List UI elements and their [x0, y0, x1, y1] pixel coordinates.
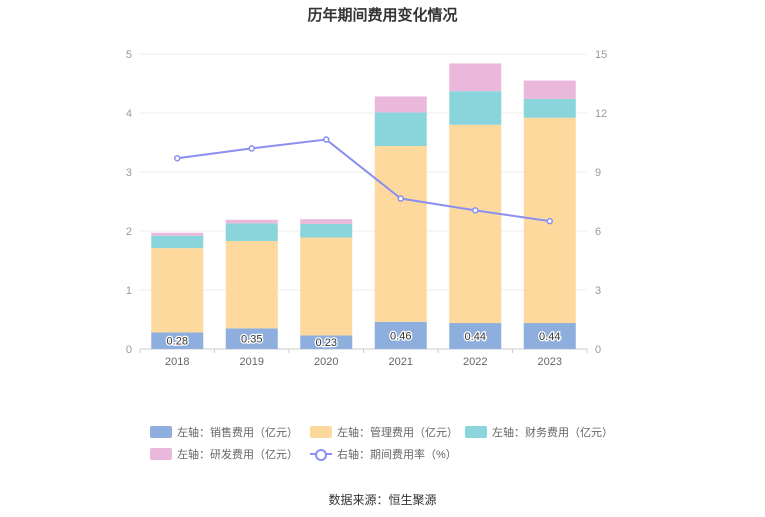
line-point [397, 195, 404, 202]
bar-data-label: 0.46 [390, 330, 411, 342]
bar-segment [374, 146, 427, 322]
line-point [174, 154, 181, 162]
y-right-tick-label: 9 [595, 167, 601, 179]
chart-title: 历年期间费用变化情况 [307, 7, 458, 24]
bar-segment [300, 237, 353, 336]
line-point [248, 145, 255, 152]
legend-swatch [310, 448, 332, 461]
bar-segment [449, 323, 502, 349]
legend-item[interactable]: 右轴：期间费用率（%） [310, 446, 457, 462]
legend-label: 左轴：研发费用（亿元） [177, 449, 298, 461]
legend-item[interactable]: 左轴：销售费用（亿元） [150, 424, 298, 440]
bar-data-label: 0.44 [539, 331, 560, 343]
y-left-tick-label: 5 [126, 49, 132, 61]
legend-label: 左轴：管理费用（亿元） [337, 427, 458, 439]
bar-segment [225, 241, 278, 329]
line-point [323, 136, 330, 143]
x-tick-label: 2019 [240, 356, 264, 368]
data-source: 数据来源：恒生聚源 [328, 493, 437, 507]
y-left-tick-label: 1 [126, 285, 132, 297]
y-right-tick-label: 6 [595, 226, 601, 238]
y-left-tick-label: 0 [126, 344, 132, 356]
bar-segment [300, 223, 353, 238]
bar-segment [523, 80, 576, 99]
y-left-tick-label: 3 [126, 167, 132, 179]
y-left-tick-label: 2 [126, 226, 132, 238]
bar-segment [300, 335, 353, 349]
bar-data-label: 0.23 [316, 337, 337, 349]
y-right-tick-label: 3 [595, 285, 601, 297]
line-point [546, 217, 553, 225]
bar-segment [225, 328, 278, 349]
y-right-tick-label: 15 [595, 49, 607, 61]
y-left-tick-label: 4 [126, 108, 132, 120]
bar-segment [374, 112, 427, 147]
legend-item[interactable]: 左轴：研发费用（亿元） [150, 446, 298, 462]
bar-segment [225, 223, 278, 242]
bar-segment [300, 219, 353, 224]
x-tick-label: 2020 [314, 356, 338, 368]
legend-swatch [150, 448, 172, 460]
bar-segment [523, 98, 576, 118]
bar-segment [151, 235, 204, 249]
bar-data-label: 0.44 [465, 331, 486, 343]
bar-data-label: 0.28 [167, 336, 188, 348]
line-point [472, 207, 479, 214]
bar-segment [374, 321, 427, 349]
legend-item[interactable]: 左轴：财务费用（亿元） [465, 424, 613, 440]
legend-swatch [150, 426, 172, 438]
bar-segment [523, 323, 576, 349]
legend-swatch [310, 426, 332, 438]
x-tick-label: 2021 [389, 356, 413, 368]
legend-item[interactable]: 左轴：管理费用（亿元） [310, 424, 458, 440]
y-right-tick-label: 0 [595, 344, 601, 356]
legend-label: 左轴：销售费用（亿元） [177, 427, 298, 439]
bar-segment [449, 91, 502, 125]
x-tick-label: 2018 [165, 356, 189, 368]
y-right-tick-label: 12 [595, 108, 607, 120]
bar-segment [151, 232, 204, 236]
bar-segment [225, 219, 278, 224]
bar-segment [151, 248, 204, 333]
legend-swatch [465, 426, 487, 438]
bar-segment [374, 96, 427, 113]
legend-label: 左轴：财务费用（亿元） [492, 427, 613, 439]
bar-data-label: 0.35 [241, 334, 262, 346]
legend-label: 右轴：期间费用率（%） [337, 449, 457, 461]
series-line [177, 138, 550, 223]
bar-segment [449, 124, 502, 324]
bar-segment [151, 332, 204, 349]
x-tick-label: 2023 [538, 356, 562, 368]
x-tick-label: 2022 [463, 356, 487, 368]
bar-segment [449, 63, 502, 92]
